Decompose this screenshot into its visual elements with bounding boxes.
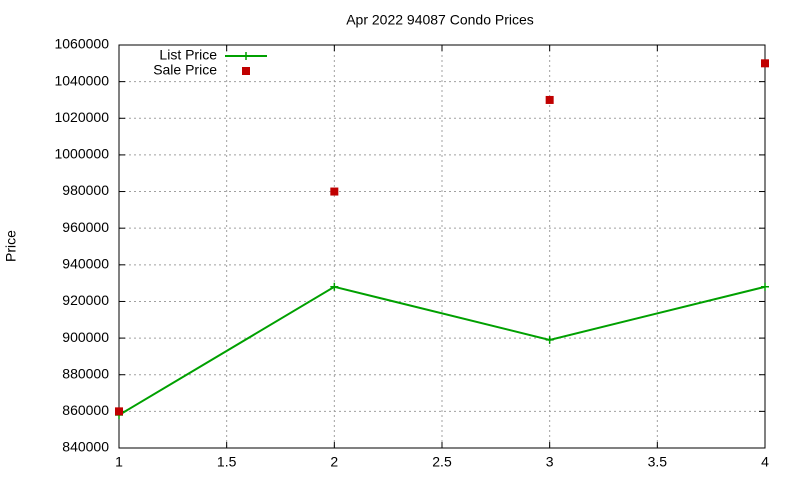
- point: [545, 95, 554, 104]
- y-tick-label: 1000000: [54, 146, 109, 162]
- legend-swatch: [242, 52, 250, 60]
- y-axis-label: Price: [3, 230, 19, 262]
- y-tick-label: 880000: [62, 365, 109, 381]
- point: [545, 335, 554, 344]
- y-tick-label: 940000: [62, 256, 109, 272]
- plot-frame: [118, 44, 766, 449]
- y-tick-label: 900000: [62, 329, 109, 345]
- y-tick-label: 1040000: [54, 72, 109, 88]
- x-tick-label: 2.5: [432, 454, 452, 470]
- chart-title: Apr 2022 94087 Condo Prices: [346, 12, 534, 28]
- point: [761, 282, 769, 291]
- point: [330, 187, 339, 196]
- y-tick-label: 1020000: [54, 109, 109, 125]
- y-tick-label: 860000: [62, 402, 109, 418]
- x-tick-label: 2: [330, 454, 338, 470]
- x-tick-label: 1.5: [217, 454, 237, 470]
- legend-swatch: [242, 67, 250, 75]
- point: [761, 59, 769, 68]
- legend-label: Sale Price: [153, 62, 217, 78]
- y-tick-label: 920000: [62, 292, 109, 308]
- x-tick-label: 3: [546, 454, 554, 470]
- point: [330, 282, 339, 291]
- line: [118, 285, 766, 416]
- point: [115, 407, 123, 416]
- y-tick-label: 960000: [62, 219, 109, 235]
- y-tick-label: 980000: [62, 182, 109, 198]
- legend-label: List Price: [159, 47, 217, 63]
- x-tick-label: 1: [115, 454, 123, 470]
- x-tick-label: 4: [761, 454, 769, 470]
- y-tick-label: 840000: [62, 439, 109, 455]
- y-tick-label: 1060000: [54, 36, 109, 52]
- x-tick-label: 3.5: [648, 454, 668, 470]
